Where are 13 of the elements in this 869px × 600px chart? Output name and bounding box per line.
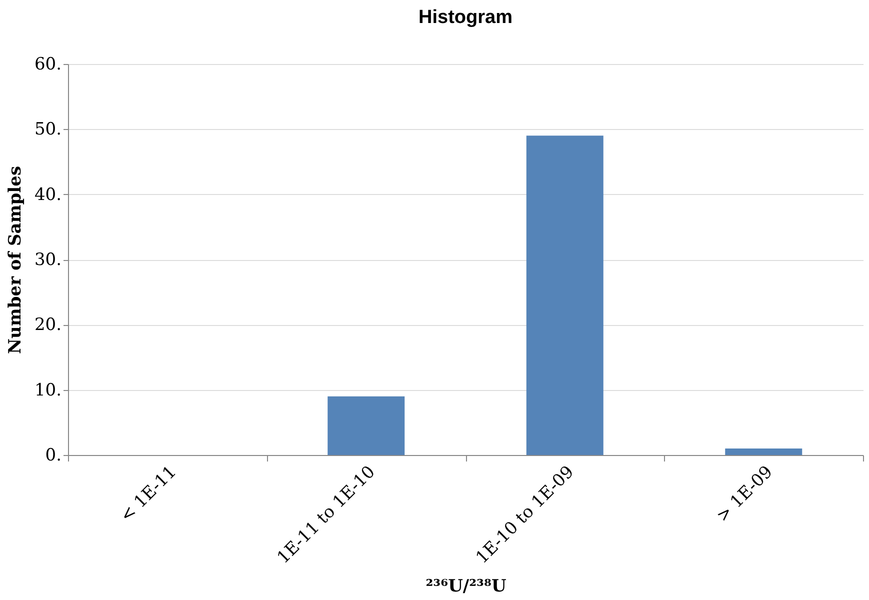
y-tick-label: 60. bbox=[34, 54, 62, 74]
bar bbox=[725, 448, 802, 455]
y-tick-label: 50. bbox=[34, 120, 62, 140]
y-tick-label: 10. bbox=[34, 380, 62, 400]
y-tick-label: 30. bbox=[34, 250, 62, 270]
bar bbox=[328, 396, 405, 455]
chart-title: Histogram bbox=[418, 7, 512, 28]
x-axis-title: ²³⁶U/²³⁸U bbox=[426, 576, 506, 597]
y-axis-title: Number of Samples bbox=[5, 166, 26, 354]
bar bbox=[526, 136, 604, 455]
y-tick-label: 20. bbox=[34, 315, 62, 336]
y-tick-label: 0. bbox=[45, 446, 62, 466]
y-tick-label: 40. bbox=[34, 184, 62, 205]
